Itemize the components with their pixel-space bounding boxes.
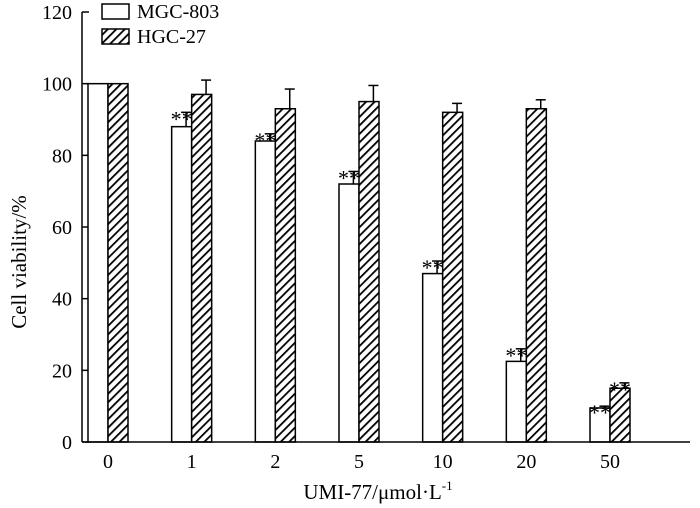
bar-mgc803 bbox=[87, 82, 109, 443]
x-axis-title-exponent: -1 bbox=[442, 478, 453, 493]
legend-label-mgc803: MGC-803 bbox=[137, 1, 219, 23]
x-tick-label: 2 bbox=[270, 451, 280, 473]
y-tick-label: 100 bbox=[42, 74, 72, 96]
x-tick-label: 20 bbox=[516, 451, 536, 473]
significance-marker-mgc803: ** bbox=[505, 343, 527, 368]
y-tick-label: 120 bbox=[42, 2, 72, 24]
y-axis-title: Cell viability/% bbox=[7, 195, 31, 329]
y-tick-label: 0 bbox=[62, 432, 72, 454]
bar-hgc27 bbox=[358, 100, 380, 443]
x-tick-label: 1 bbox=[187, 451, 197, 473]
bar-mgc803 bbox=[505, 360, 528, 443]
x-axis-title-main: UMI-77/μmol·L bbox=[303, 480, 441, 504]
bar-hgc27 bbox=[107, 82, 129, 443]
bar-mgc803 bbox=[421, 272, 444, 443]
legend-swatch-mgc803 bbox=[101, 3, 130, 20]
bar-hgc27 bbox=[525, 108, 548, 443]
bar-hgc27 bbox=[441, 111, 464, 443]
x-axis-title: UMI-77/μmol·L-1 bbox=[303, 478, 452, 504]
y-tick-label: 40 bbox=[52, 289, 72, 311]
x-tick-label: 5 bbox=[354, 451, 364, 473]
x-tick-label: 10 bbox=[433, 451, 453, 473]
bar-hgc27 bbox=[274, 108, 297, 443]
y-tick-label: 20 bbox=[52, 360, 72, 382]
bar-mgc803 bbox=[170, 125, 193, 443]
legend-swatch-hgc27 bbox=[101, 28, 130, 45]
significance-marker-mgc803: ** bbox=[422, 255, 444, 280]
x-tick-label: 0 bbox=[103, 451, 113, 473]
significance-marker-hgc27: ** bbox=[609, 377, 631, 402]
bar-hgc27 bbox=[190, 93, 213, 443]
bar-mgc803 bbox=[254, 140, 277, 443]
significance-marker-mgc803: ** bbox=[254, 128, 276, 153]
legend-label-hgc27: HGC-27 bbox=[137, 26, 206, 48]
bar-mgc803 bbox=[338, 183, 360, 443]
significance-marker-mgc803: ** bbox=[589, 400, 611, 425]
y-tick-label: 80 bbox=[52, 145, 72, 167]
significance-marker-mgc803: ** bbox=[338, 165, 360, 190]
significance-marker-mgc803: ** bbox=[171, 106, 193, 131]
y-tick-label: 60 bbox=[52, 217, 72, 239]
legend: MGC-803 HGC-27 bbox=[101, 1, 219, 48]
x-tick-label: 50 bbox=[600, 451, 620, 473]
